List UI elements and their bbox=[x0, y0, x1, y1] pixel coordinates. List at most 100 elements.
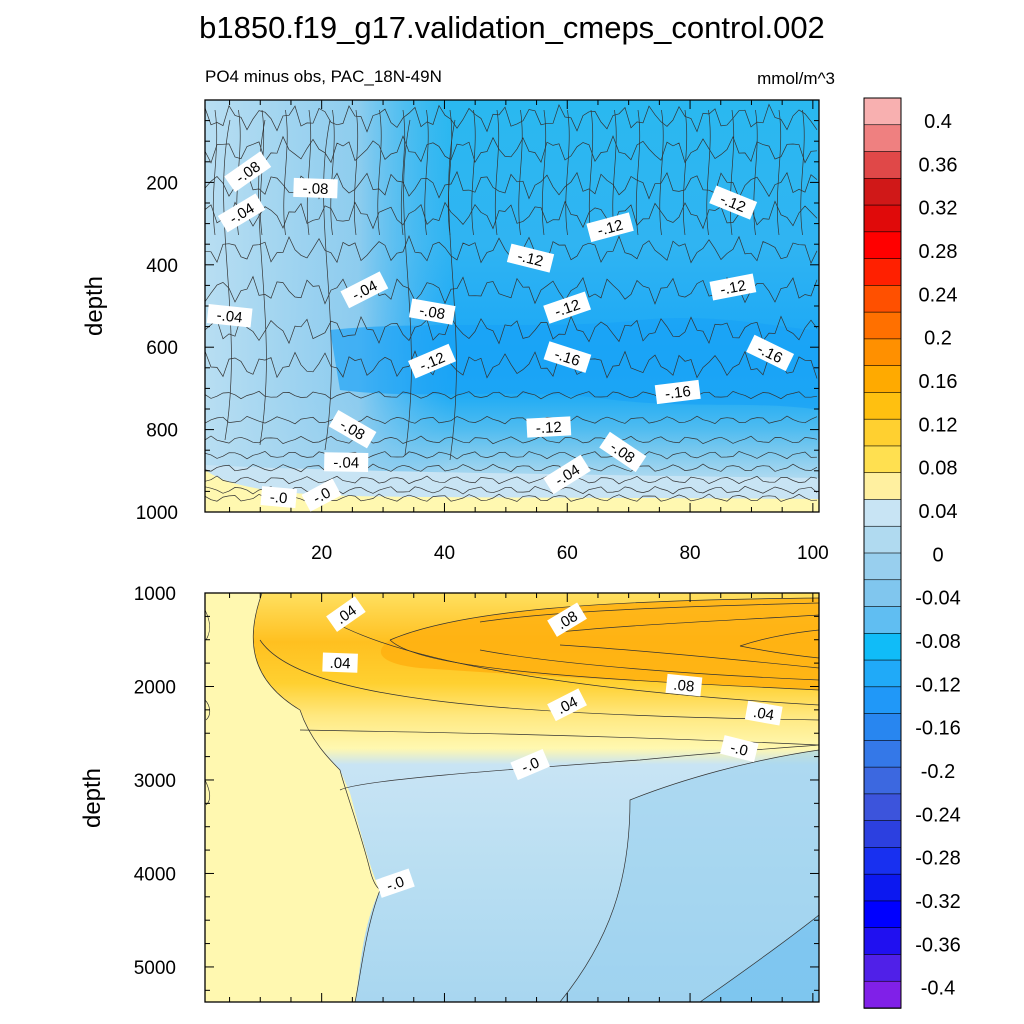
top-contour-label: -.12 bbox=[709, 273, 757, 301]
bottom-contour-label-text: -.0 bbox=[729, 739, 750, 760]
bottom-ytick-label: 2000 bbox=[134, 677, 176, 698]
bottom-contour-label-text: .08 bbox=[673, 677, 696, 696]
top-contour-label: -.12 bbox=[586, 212, 634, 243]
colorbar-swatch bbox=[863, 793, 902, 822]
top-ytick-label: 200 bbox=[146, 173, 178, 194]
top-contour-label-text: -.12 bbox=[596, 217, 625, 240]
top-contour-label: -.12 bbox=[526, 416, 572, 438]
bottom-contour-label: .08 bbox=[665, 673, 703, 697]
bottom-ytick-label: 4000 bbox=[134, 864, 176, 885]
bottom-deepest-negative bbox=[700, 915, 819, 1002]
top-contour-label-text: -.12 bbox=[516, 248, 545, 271]
colorbar-swatch bbox=[863, 525, 902, 554]
colorbar-label: 0.4 bbox=[924, 111, 952, 133]
top-contour-label: -.0 bbox=[260, 486, 298, 509]
colorbar-label: 0.24 bbox=[919, 284, 958, 306]
top-contour-label: -.12 bbox=[506, 243, 555, 273]
colorbar-swatch bbox=[863, 472, 902, 501]
figure-title: b1850.f19_g17.validation_cmeps_control.0… bbox=[199, 10, 825, 45]
colorbar-label: 0.16 bbox=[919, 371, 958, 393]
top-positive-band bbox=[205, 470, 819, 512]
colorbar-swatch bbox=[863, 392, 902, 420]
top-contour-label: -.08 bbox=[408, 298, 456, 325]
top-contour-label: -.16 bbox=[654, 379, 701, 405]
top-contour-label: -.08 bbox=[293, 177, 338, 199]
bottom-contour-label-text: -.0 bbox=[519, 754, 542, 776]
top-contour-label-text: -.12 bbox=[719, 277, 748, 299]
top-xtick-label: 20 bbox=[311, 543, 332, 564]
colorbar-swatch bbox=[863, 927, 902, 956]
colorbar-swatch bbox=[863, 632, 902, 661]
colorbar-swatch bbox=[863, 311, 902, 340]
colorbar-swatch bbox=[863, 552, 902, 581]
colorbar-swatch bbox=[863, 124, 902, 153]
colorbar-swatch bbox=[863, 713, 902, 742]
top-panel: PO4 minus obs, PAC_18N-49N mmol/m^3 200 4… bbox=[81, 67, 835, 564]
bottom-ytick-label: 1000 bbox=[134, 584, 176, 605]
bottom-contour-label: .04 bbox=[322, 652, 358, 673]
colorbar-label: -0.32 bbox=[915, 891, 961, 913]
colorbar-swatch bbox=[863, 686, 902, 715]
top-field-west-shading bbox=[205, 100, 819, 512]
colorbar-swatch bbox=[863, 980, 902, 1009]
colorbar-label: 0.32 bbox=[919, 198, 958, 220]
bottom-ylabel: depth bbox=[79, 768, 106, 828]
colorbar-swatch bbox=[863, 97, 902, 126]
top-contour-label: -.0 bbox=[301, 478, 342, 512]
bottom-contour-label-text: .04 bbox=[329, 655, 350, 673]
colorbar-swatch bbox=[863, 285, 902, 313]
bottom-deep-negative bbox=[560, 750, 819, 1002]
top-contour-label-text: -.16 bbox=[664, 383, 692, 403]
top-xtick-label: 100 bbox=[797, 543, 829, 564]
top-contour-label-text: -.12 bbox=[535, 419, 562, 437]
colorbar-frame bbox=[863, 97, 902, 1009]
colorbar-label: 0.12 bbox=[919, 414, 958, 436]
bottom-contour-label: .04 bbox=[744, 700, 783, 726]
colorbar-label: -0.04 bbox=[915, 588, 961, 610]
bottom-axes: 1000 2000 3000 4000 5000 bbox=[134, 584, 819, 1002]
colorbar: 0.4 0.36 0.32 0.28 0.24 0.2 0.16 0.12 0.08 0.04 0 -… bbox=[863, 97, 961, 1009]
top-contour-label-text: -.08 bbox=[418, 302, 446, 323]
colorbar-swatch bbox=[863, 900, 902, 929]
colorbar-swatch bbox=[863, 204, 902, 233]
top-ytick-label: 800 bbox=[146, 421, 178, 442]
colorbar-swatch bbox=[863, 659, 902, 688]
colorbar-label: -0.36 bbox=[915, 934, 961, 956]
bottom-ytick-label: 5000 bbox=[134, 958, 176, 979]
colorbar-swatch bbox=[863, 820, 902, 849]
top-ytick-label: 400 bbox=[146, 256, 178, 277]
bottom-contour-label: -.0 bbox=[720, 735, 759, 763]
colorbar-label: 0 bbox=[932, 544, 943, 566]
top-units: mmol/m^3 bbox=[757, 69, 835, 88]
colorbar-swatch bbox=[863, 499, 902, 528]
top-contour-label-text: -.04 bbox=[216, 307, 243, 327]
top-contour-label-text: -.08 bbox=[302, 180, 328, 198]
colorbar-label: -0.16 bbox=[915, 718, 961, 740]
top-xtick-label: 60 bbox=[557, 543, 578, 564]
colorbar-label: 0.04 bbox=[919, 501, 958, 523]
top-contour-label-text: -.04 bbox=[333, 454, 359, 471]
top-subtitle: PO4 minus obs, PAC_18N-49N bbox=[205, 67, 442, 86]
bottom-contour-label: -.0 bbox=[510, 748, 551, 781]
colorbar-label: -0.2 bbox=[921, 761, 955, 783]
top-contours bbox=[205, 103, 818, 503]
colorbar-swatch bbox=[863, 873, 902, 902]
colorbar-label: 0.2 bbox=[924, 328, 952, 350]
colorbar-swatch bbox=[863, 847, 902, 875]
colorbar-label: 0.08 bbox=[919, 458, 958, 480]
colorbar-swatch bbox=[863, 954, 902, 983]
bottom-ytick-label: 3000 bbox=[134, 771, 176, 792]
top-xtick-label: 80 bbox=[679, 543, 700, 564]
colorbar-swatch bbox=[863, 151, 902, 180]
top-ytick-label: 1000 bbox=[136, 503, 178, 524]
colorbar-swatch bbox=[863, 740, 902, 768]
top-contour-label-text: -.0 bbox=[310, 484, 333, 507]
bottom-contours bbox=[205, 593, 819, 1002]
top-contour-label: -.04 bbox=[206, 304, 253, 328]
bottom-frame bbox=[204, 592, 820, 1003]
colorbar-label: -0.24 bbox=[915, 804, 961, 826]
top-ytick-label: 600 bbox=[146, 338, 178, 359]
bottom-contour-label: -.0 bbox=[375, 868, 415, 898]
